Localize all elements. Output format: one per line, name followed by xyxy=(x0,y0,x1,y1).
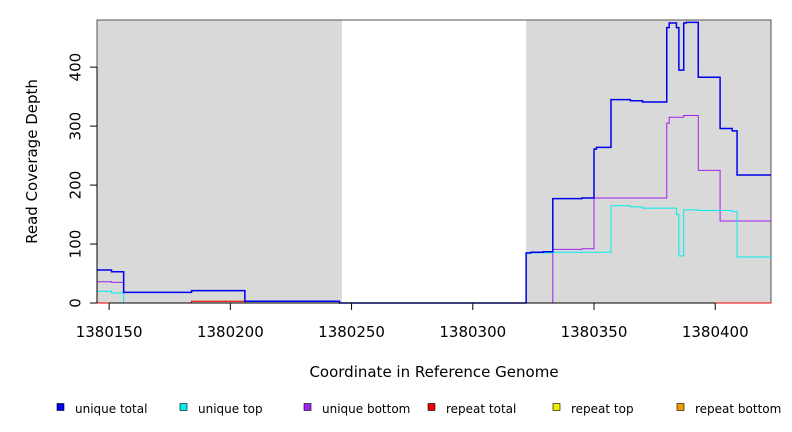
x-axis-title: Coordinate in Reference Genome xyxy=(309,363,558,381)
x-tick-label: 1380200 xyxy=(197,323,264,341)
y-tick-label: 300 xyxy=(66,112,84,141)
legend-label-unique-bottom: unique bottom xyxy=(322,402,410,416)
legend-swatch-unique-top xyxy=(179,403,188,411)
x-tick-label: 1380300 xyxy=(439,323,506,341)
x-tick-label: 1380400 xyxy=(682,323,749,341)
axes: 1380150 1380200 1380250 1380300 1380350 13804… xyxy=(66,53,748,341)
shaded-region xyxy=(526,20,771,303)
legend-swatch-repeat-total xyxy=(427,403,436,411)
x-tick-label: 1380350 xyxy=(561,323,628,341)
legend-swatch-repeat-top xyxy=(552,403,561,411)
y-axis-title: Read Coverage Depth xyxy=(23,79,41,244)
y-tick-label: 0 xyxy=(66,298,84,308)
y-tick-label: 400 xyxy=(66,53,84,82)
y-tick-label: 100 xyxy=(66,230,84,259)
shaded-region xyxy=(97,20,342,303)
shaded-regions xyxy=(97,20,771,303)
legend-label-repeat-total: repeat total xyxy=(446,402,516,416)
x-tick-label: 1380150 xyxy=(76,323,143,341)
series-line-unique-total xyxy=(97,21,771,304)
legend-label-unique-top: unique top xyxy=(198,402,263,416)
legend-swatch-unique-bottom xyxy=(303,403,312,411)
legend-label-unique-total: unique total xyxy=(75,402,147,416)
legend-swatch-unique-total xyxy=(56,403,65,411)
legend-label-repeat-bottom: repeat bottom xyxy=(695,402,781,416)
y-tick-label: 200 xyxy=(66,171,84,200)
legend: unique total unique top unique bottom repea… xyxy=(56,402,781,416)
legend-swatch-repeat-bottom xyxy=(676,403,685,411)
legend-label-repeat-top: repeat top xyxy=(571,402,634,416)
x-tick-label: 1380250 xyxy=(318,323,385,341)
